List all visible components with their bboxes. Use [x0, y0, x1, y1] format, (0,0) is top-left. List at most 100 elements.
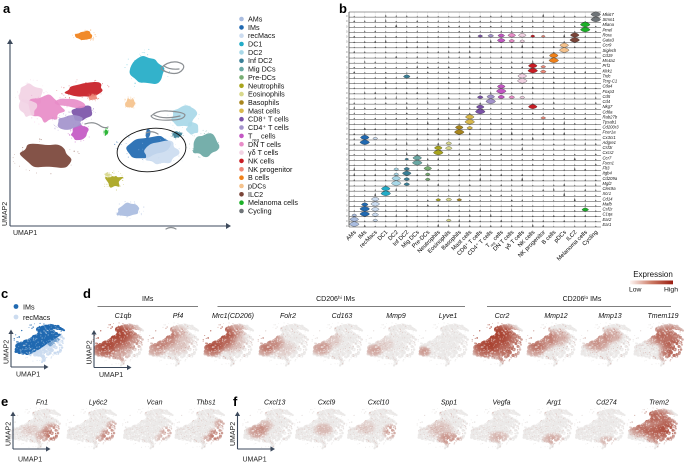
svg-text:Ccr9: Ccr9 [603, 43, 613, 48]
svg-text:Tmem119: Tmem119 [648, 313, 679, 320]
svg-text:0: 0 [346, 86, 348, 90]
svg-text:0: 0 [346, 60, 348, 64]
svg-text:IMs: IMs [23, 303, 35, 312]
svg-text:Itgb4: Itgb4 [603, 171, 613, 176]
svg-text:DN T cells: DN T cells [248, 140, 281, 149]
svg-text:Pre-DCs: Pre-DCs [248, 73, 276, 82]
svg-text:0: 0 [346, 188, 348, 192]
svg-text:Cd200r3: Cd200r3 [603, 125, 620, 130]
svg-text:Cd14: Cd14 [603, 196, 614, 201]
svg-text:0: 0 [346, 132, 348, 136]
svg-text:Mlana: Mlana [603, 22, 615, 27]
svg-text:0: 0 [346, 178, 348, 182]
svg-text:UMAP1: UMAP1 [99, 372, 123, 379]
svg-text:Mig DCs: Mig DCs [248, 65, 276, 74]
svg-text:Siglech: Siglech [603, 48, 617, 53]
svg-text:0: 0 [346, 29, 348, 33]
svg-text:UMAP1: UMAP1 [16, 372, 40, 379]
svg-text:Melanoma cells: Melanoma cells [248, 198, 298, 207]
svg-text:IMs: IMs [248, 23, 260, 32]
svg-text:Treg cells: Treg cells [248, 131, 276, 142]
svg-text:NK cells: NK cells [248, 156, 275, 165]
svg-text:Csf1r: Csf1r [603, 207, 614, 212]
svg-text:DC2: DC2 [248, 48, 262, 57]
svg-text:Csf3r: Csf3r [603, 145, 614, 150]
svg-text:UMAP2: UMAP2 [230, 422, 237, 446]
svg-text:Tpsab1: Tpsab1 [603, 119, 617, 124]
svg-text:UMAP1: UMAP1 [13, 230, 37, 237]
svg-text:0: 0 [346, 173, 348, 177]
svg-text:Folr2: Folr2 [280, 313, 296, 320]
svg-text:Mki67: Mki67 [603, 12, 615, 17]
svg-text:UMAP1: UMAP1 [18, 457, 42, 464]
svg-text:Cd209a: Cd209a [603, 176, 618, 181]
svg-text:Nkg7: Nkg7 [603, 104, 613, 109]
svg-text:IMs: IMs [142, 296, 154, 303]
svg-text:b: b [339, 1, 347, 16]
svg-text:C1qa: C1qa [603, 212, 614, 217]
svg-text:UMAP1: UMAP1 [243, 457, 267, 464]
svg-text:d: d [83, 286, 91, 301]
svg-text:Klrk1: Klrk1 [603, 68, 613, 73]
svg-text:Cxcr2: Cxcr2 [603, 150, 615, 155]
svg-text:a: a [3, 1, 11, 16]
svg-text:0: 0 [346, 70, 348, 74]
svg-text:recMacs: recMacs [248, 31, 276, 40]
svg-text:Cd4: Cd4 [603, 99, 611, 104]
svg-text:Mmp13: Mmp13 [598, 313, 621, 320]
svg-text:0: 0 [346, 214, 348, 218]
svg-text:Neutrophils: Neutrophils [248, 81, 285, 90]
svg-text:Cd5: Cd5 [603, 94, 611, 99]
svg-text:AMs: AMs [345, 230, 358, 243]
svg-text:Mrc1(CD206): Mrc1(CD206) [212, 313, 254, 320]
svg-text:AMs: AMs [248, 15, 263, 24]
svg-text:Cx3cr1: Cx3cr1 [603, 135, 616, 140]
svg-text:Cd8a: Cd8a [603, 109, 614, 114]
svg-text:Flt3: Flt3 [603, 166, 611, 171]
svg-text:0: 0 [346, 111, 348, 115]
svg-text:C1qb: C1qb [115, 313, 132, 320]
svg-text:Vegfa: Vegfa [492, 400, 510, 407]
svg-text:0: 0 [346, 19, 348, 23]
svg-text:NK progenitor: NK progenitor [248, 165, 293, 174]
svg-text:Cxcl10: Cxcl10 [368, 400, 390, 407]
svg-text:Ms4a1: Ms4a1 [603, 58, 616, 63]
svg-text:Vcan: Vcan [147, 400, 163, 407]
svg-text:DC1: DC1 [248, 40, 262, 49]
svg-text:Cd19: Cd19 [603, 53, 614, 58]
svg-text:UMAP2: UMAP2 [2, 202, 9, 226]
svg-text:e: e [1, 394, 8, 409]
svg-text:Low: Low [629, 287, 642, 294]
svg-text:Ccr2: Ccr2 [495, 313, 510, 320]
svg-text:0: 0 [346, 137, 348, 141]
svg-text:CD206hi IMs: CD206hi IMs [316, 295, 355, 304]
svg-text:c: c [1, 286, 8, 301]
svg-text:0: 0 [346, 152, 348, 156]
svg-text:0: 0 [346, 81, 348, 85]
svg-text:0: 0 [346, 117, 348, 121]
svg-text:0: 0 [346, 142, 348, 146]
svg-text:Fcer1a: Fcer1a [603, 130, 617, 135]
svg-text:DC1: DC1 [377, 230, 389, 242]
svg-text:0: 0 [346, 76, 348, 80]
svg-text:Stmn1: Stmn1 [603, 17, 615, 22]
svg-text:0: 0 [346, 224, 348, 228]
svg-text:0: 0 [346, 45, 348, 49]
svg-text:Rab27b: Rab27b [603, 114, 618, 119]
svg-text:Pmel: Pmel [603, 27, 614, 32]
svg-text:Expression: Expression [633, 270, 673, 279]
svg-text:Thbs1: Thbs1 [196, 400, 216, 407]
svg-text:High: High [664, 287, 678, 294]
svg-text:Cxcl13: Cxcl13 [264, 400, 286, 407]
svg-text:Ccr7: Ccr7 [603, 155, 613, 160]
svg-text:0: 0 [346, 55, 348, 59]
svg-text:0: 0 [346, 163, 348, 167]
svg-text:γδ T cells: γδ T cells [248, 148, 279, 157]
svg-text:Mgl2: Mgl2 [603, 181, 613, 186]
svg-text:ILC2: ILC2 [248, 190, 263, 199]
svg-text:0: 0 [346, 24, 348, 28]
svg-text:Cd274: Cd274 [596, 400, 617, 407]
svg-text:0: 0 [346, 204, 348, 208]
svg-text:Lyve1: Lyve1 [439, 313, 458, 320]
svg-text:0: 0 [346, 96, 348, 100]
